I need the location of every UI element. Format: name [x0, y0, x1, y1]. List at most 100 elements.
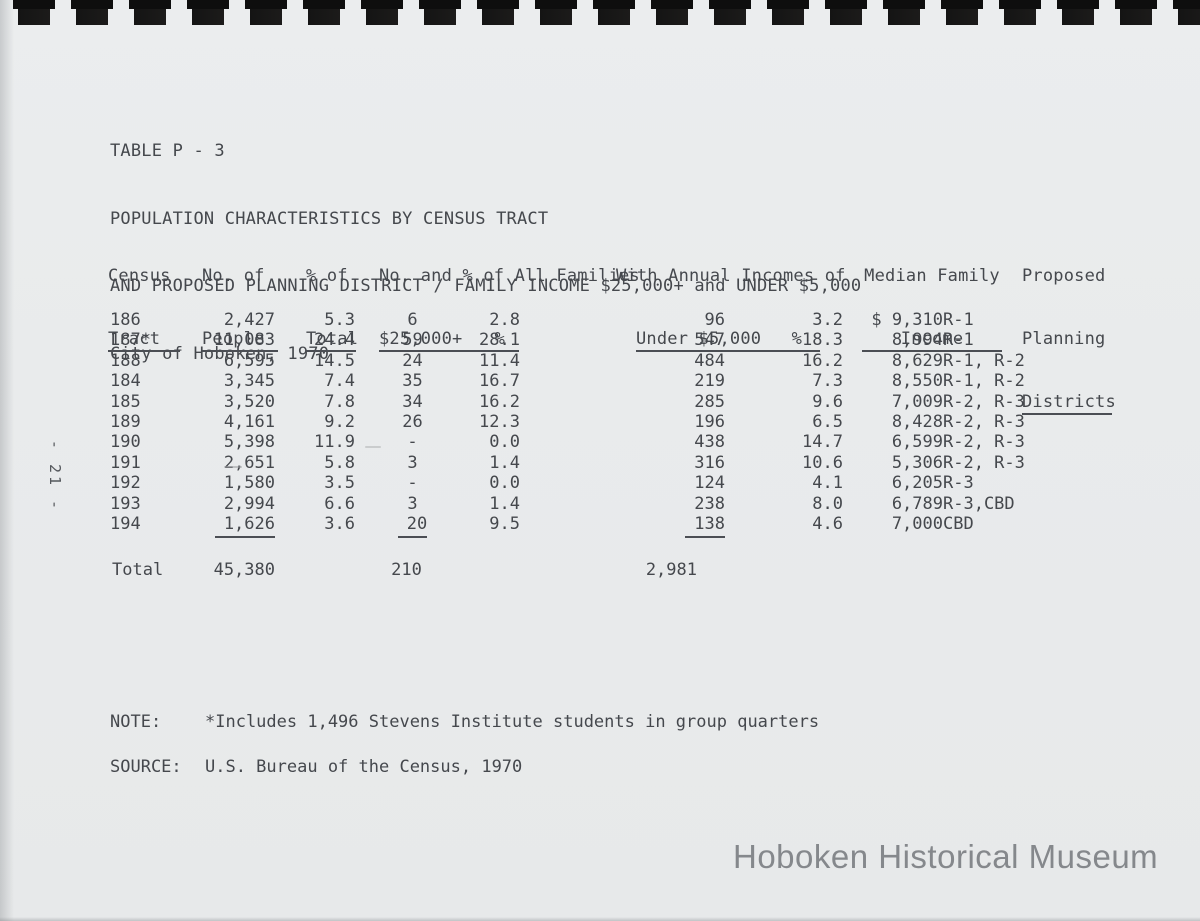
cell-u5: 285	[694, 391, 725, 412]
cell-p25: 0.0	[489, 432, 520, 453]
cell-tract: 193	[110, 493, 141, 514]
cell-districts: R-1, R-2	[943, 350, 1025, 371]
cell-tract: 184	[110, 371, 141, 392]
header-proposed-districts: Proposed Planning Districts	[1022, 224, 1116, 457]
total-empty-pu5	[725, 560, 843, 580]
cell-pu5: 6.5	[812, 412, 843, 433]
cell-n25: 24	[402, 350, 423, 371]
cell-median: 8,428	[891, 412, 943, 433]
header-districts-line3: Districts	[1022, 392, 1116, 415]
cell-median: 5,306	[891, 452, 943, 473]
cell-people: 3,345	[223, 371, 275, 392]
cell-median: 7,000	[891, 514, 943, 535]
cell-districts: R-2, R-3	[943, 391, 1025, 412]
museum-watermark: Hoboken Historical Museum	[733, 838, 1159, 875]
cell-people: 4,161	[223, 412, 275, 433]
census-tract-table: 186 2,427 5.3 6 2.8 96 3.2 $ 9,310 R-1 187* 11,083…	[110, 310, 1200, 581]
scan-smudge	[224, 466, 242, 468]
cell-districts: R-2, R-3	[943, 452, 1025, 473]
cell-districts: R-2, R-3	[943, 412, 1025, 433]
scan-smudge	[365, 446, 381, 448]
cell-pu5: 10.6	[802, 452, 843, 473]
header-median-line2: Income	[862, 329, 1002, 352]
cell-p25: 11.4	[479, 350, 520, 371]
table-row: 188 6,595 14.5 24 11.4 484 16.2 8,629 R-1, R-2	[110, 351, 1200, 371]
table-row: 184 3,345 7.4 35 16.7 219 7.3 8,550 R-1, R-2	[110, 371, 1200, 391]
note-label: NOTE:	[110, 712, 162, 732]
cell-pu5: 9.6	[812, 391, 843, 412]
cell-p25: 1.4	[489, 493, 520, 514]
cell-people: 3,520	[223, 391, 275, 412]
cell-pct: 7.4	[324, 371, 355, 392]
header-median-line1: Median Family	[864, 266, 1000, 286]
cell-u5: 124	[694, 473, 725, 494]
table-title-block: TABLE P - 3 POPULATION CHARACTERISTICS B…	[110, 95, 861, 410]
cell-median: 6,205	[891, 473, 943, 494]
source-label: SOURCE:	[110, 757, 182, 777]
header-pct-of-total: % of Total	[306, 224, 358, 394]
cell-u5: 238	[694, 493, 725, 514]
cell-pct: 14.5	[314, 350, 355, 371]
cell-districts: R-3	[943, 473, 974, 494]
total-under-5k: 2,981	[645, 560, 697, 581]
cell-pct: 6.6	[324, 493, 355, 514]
cell-median: 6,599	[891, 432, 943, 453]
header-census-line2: Tract	[108, 329, 180, 352]
header-pct-line2: Total	[306, 329, 358, 352]
header-under-5k: With Annual Incomes of Under $5,000 %	[616, 224, 846, 394]
cell-n25: -	[407, 432, 418, 453]
cell-pu5: 14.7	[802, 432, 843, 453]
cell-districts: R-3,CBD	[943, 493, 1015, 514]
cell-tract: 190	[110, 432, 141, 453]
cell-u5: 547	[694, 330, 725, 351]
cell-n25: 26	[402, 412, 423, 433]
total-empty-p25	[470, 560, 520, 580]
cell-median: 8,994	[891, 330, 943, 351]
cell-median: 6,789	[891, 493, 943, 514]
cell-districts: R-1	[943, 330, 974, 351]
cell-pct: 24.4	[314, 330, 355, 351]
cell-districts: CBD	[943, 514, 974, 535]
table-row: 194 1,626 3.6 20 9.5 138 4.6 7,000 CBD	[110, 514, 1200, 539]
header-no-of-people: No. of People	[202, 224, 278, 394]
header-census-tract: Census Tract	[108, 224, 180, 394]
header-25k-pct: %	[494, 329, 505, 349]
header-districts-line2: Planning	[1022, 329, 1106, 349]
cell-people: 1,580	[223, 473, 275, 494]
table-row: 193 2,994 6.6 3 1.4 238 8.0 6,789 R-3,CBD	[110, 494, 1200, 514]
header-people-line1: No. of	[202, 266, 265, 286]
cell-n25: 3	[407, 452, 418, 473]
cell-u5: 219	[694, 371, 725, 392]
header-median-income: Median Family Income	[862, 224, 1002, 394]
cell-p25: 12.3	[479, 412, 520, 433]
header-under-5k-line2: Under $5,000 %	[636, 329, 820, 352]
header-districts-line1: Proposed	[1022, 266, 1106, 286]
table-row: 192 1,580 3.5 - 0.0 124 4.1 6,205 R-3	[110, 473, 1200, 493]
cell-n25: 20	[355, 514, 470, 539]
cell-tract: 191	[110, 452, 141, 473]
cell-median: $ 9,310	[871, 310, 943, 330]
header-under-5k-line1: With Annual Incomes of	[616, 266, 846, 286]
cell-pct: 5.8	[324, 452, 355, 473]
cell-p25: 0.0	[489, 473, 520, 494]
cell-n25: 3	[407, 493, 418, 514]
cell-pu5: 7.3	[812, 371, 843, 392]
cell-pct: 9.2	[324, 412, 355, 433]
table-body: 186 2,427 5.3 6 2.8 96 3.2 $ 9,310 R-1 187* 11,083…	[110, 310, 1200, 539]
total-empty-median	[843, 560, 943, 580]
table-title-subtitle: City of Hoboken, 1970	[110, 343, 330, 364]
cell-u5: 316	[694, 452, 725, 473]
header-families-25k-line2: $25,000+ %	[379, 329, 519, 352]
cell-pu5: 3.2	[812, 310, 843, 330]
cell-n25: 6	[407, 310, 418, 330]
page-number-sideways: - 21 -	[46, 439, 64, 513]
cell-tract: 192	[110, 473, 141, 494]
table-row: 190 5,398 11.9 - 0.0 438 14.7 6,599 R-2, R-3	[110, 432, 1200, 452]
table-total-section: Total 45,380 210 2,981	[110, 534, 1200, 580]
cell-median: 7,009	[891, 391, 943, 412]
cell-tract: 186	[110, 310, 141, 330]
cell-u5: 484	[694, 350, 725, 371]
table-row: 185 3,520 7.8 34 16.2 285 9.6 7,009 R-2, R-3	[110, 392, 1200, 412]
table-number: TABLE P - 3	[110, 141, 225, 161]
